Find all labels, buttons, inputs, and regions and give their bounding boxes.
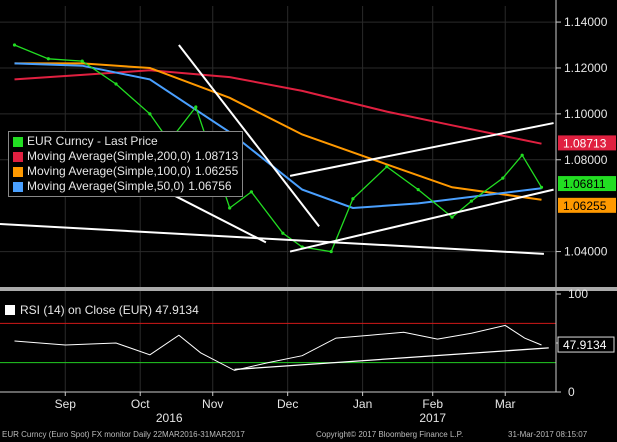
price-point: [148, 112, 152, 116]
legend-row: EUR Curncy - Last Price: [13, 134, 238, 149]
x-tick-label: Feb: [422, 397, 443, 411]
footer: EUR Curncy (Euro Spot) FX monitor Daily …: [0, 428, 617, 442]
x-tick-label: Oct: [131, 397, 150, 411]
price-point: [194, 105, 198, 109]
legend-label: Moving Average(Simple,50,0): [27, 179, 185, 193]
price-point: [416, 188, 420, 192]
footer-source: EUR Curncy (Euro Spot) FX monitor Daily …: [2, 430, 245, 439]
axes: 1.140001.120001.100001.080001.0400010050…: [0, 0, 617, 425]
value-tags: 1.08713 1.06811 1.06255 47.9134: [557, 135, 616, 353]
price-legend: EUR Curncy - Last Price Moving Average(S…: [8, 131, 244, 197]
price-point: [46, 57, 50, 61]
price-point: [450, 215, 454, 219]
y-tick-label: 1.04000: [564, 245, 608, 259]
trendline: [289, 122, 554, 177]
trendline: [178, 44, 320, 227]
footer-copyright: Copyright© 2017 Bloomberg Finance L.P.: [316, 430, 464, 439]
legend-row: Moving Average(Simple,200,0) 1.08713: [13, 149, 238, 164]
value-tag-label: 1.06255: [563, 199, 607, 213]
price-point: [385, 165, 389, 169]
price-point: [520, 153, 524, 157]
value-tag-label: 1.06811: [563, 177, 606, 191]
price-point: [249, 190, 254, 194]
rsi-legend-label: RSI (14) on Close (EUR): [20, 303, 153, 317]
price-point: [228, 206, 232, 210]
rsi-line: [14, 324, 542, 371]
footer-timestamp: 31-Mar-2017 08:15:07: [508, 430, 588, 439]
x-tick-label: Mar: [495, 397, 516, 411]
legend-label: Moving Average(Simple,200,0): [27, 149, 191, 163]
x-year-label: 2017: [419, 411, 446, 425]
trendline: [0, 223, 544, 255]
series-line: [14, 62, 542, 201]
y-tick-label: 1.10000: [564, 107, 608, 121]
legend-value: 1.06756: [188, 179, 232, 193]
price-point: [329, 249, 333, 254]
legend-row: Moving Average(Simple,100,0) 1.06255: [13, 164, 238, 179]
y-tick-label: 1.14000: [564, 15, 608, 29]
legend-value: 1.06255: [194, 164, 239, 178]
price-point: [469, 199, 473, 203]
trendline: [289, 188, 554, 253]
rsi-legend-value: 47.9134: [155, 303, 199, 317]
rsi-panel: [0, 322, 556, 371]
rsi-y-tick-label: 0: [568, 385, 575, 399]
price-panel: [0, 43, 554, 255]
series-line: [14, 69, 542, 145]
rsi-legend-swatch: [5, 305, 15, 315]
x-tick-label: Jan: [353, 397, 372, 411]
value-tag: [558, 135, 616, 151]
price-point: [281, 231, 285, 235]
price-point: [539, 185, 544, 189]
price-point: [351, 197, 355, 201]
legend-label: EUR Curncy - Last Price: [27, 134, 158, 148]
trendline: [171, 193, 267, 244]
x-tick-label: Sep: [55, 397, 77, 411]
price-point: [80, 59, 84, 63]
value-tag: [558, 197, 616, 213]
x-tick-label: Nov: [202, 397, 223, 411]
rsi-y-tick-label: 100: [568, 287, 588, 301]
price-point: [501, 176, 505, 180]
panel-separator: [0, 287, 617, 291]
legend-swatch-price: [13, 136, 23, 147]
value-tag-label: 1.08713: [563, 136, 607, 150]
rsi-legend: RSI (14) on Close (EUR) 47.9134: [5, 303, 199, 317]
legend-swatch-ma100: [13, 166, 23, 177]
rsi-value-tag-label: 47.9134: [563, 338, 607, 352]
legend-row: Moving Average(Simple,50,0) 1.06756: [13, 179, 238, 194]
y-tick-label: 1.12000: [564, 61, 608, 75]
legend-value: 1.08713: [194, 149, 239, 163]
price-point: [12, 43, 17, 47]
legend-swatch-ma50: [13, 181, 23, 192]
rsi-value-tag: [557, 336, 615, 353]
legend-label: Moving Average(Simple,100,0): [27, 164, 191, 178]
legend-swatch-ma200: [13, 151, 23, 162]
price-point: [114, 82, 118, 86]
y-tick-label: 1.08000: [564, 153, 608, 167]
x-tick-label: Dec: [277, 397, 298, 411]
x-year-label: 2016: [156, 411, 183, 425]
value-tag: [558, 176, 616, 192]
rsi-trendline: [234, 347, 549, 371]
